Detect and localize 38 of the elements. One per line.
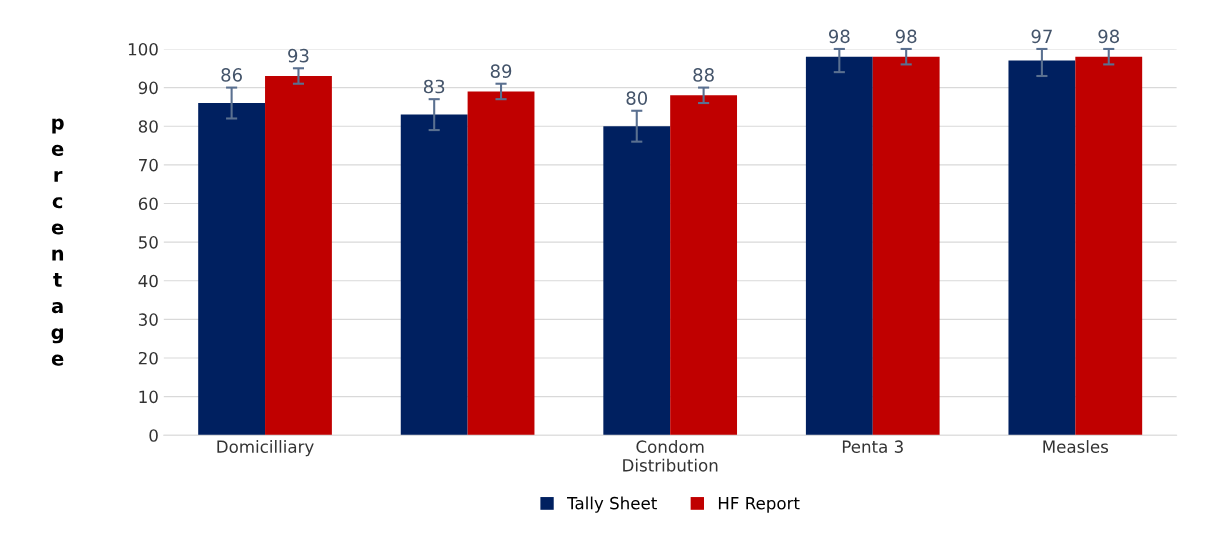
y-tick-label: 0 <box>149 429 158 442</box>
bar <box>467 91 535 436</box>
data-label: 89 <box>490 64 512 78</box>
data-label: 83 <box>423 79 445 94</box>
bar <box>1008 60 1076 436</box>
legend-label: HF Report <box>718 497 800 513</box>
y-tick-label: 30 <box>138 313 158 326</box>
text: percentage <box>51 118 64 366</box>
y-tick-label: 80 <box>138 120 158 133</box>
data-label: 93 <box>288 48 309 63</box>
x-tick-label: Penta 3 <box>842 440 903 453</box>
bar <box>1075 56 1143 436</box>
data-label: 98 <box>895 29 917 44</box>
bar <box>670 95 738 436</box>
y-tick-label: 50 <box>138 236 158 249</box>
y-tick-label: 70 <box>139 158 158 172</box>
bar <box>603 126 671 436</box>
y-tick-label: 60 <box>138 197 158 211</box>
data-label: 88 <box>693 68 714 82</box>
bar <box>400 114 468 436</box>
x-tick-label: Domicilliary <box>217 440 314 457</box>
legend-label: Tally Sheet <box>567 496 657 513</box>
bar <box>805 56 873 436</box>
y-tick-label: 20 <box>138 351 158 365</box>
data-label: 98 <box>828 29 850 44</box>
x-tick-label: Condom Distribution <box>623 440 718 472</box>
y-tick-label: 10 <box>139 390 158 404</box>
data-label: 86 <box>221 68 242 82</box>
y-tick-label: 100 <box>128 42 158 56</box>
data-label: 98 <box>1098 29 1119 44</box>
y-tick-label: 40 <box>138 274 158 288</box>
data-label: 97 <box>1031 29 1052 44</box>
bar <box>198 103 266 436</box>
data-label: 80 <box>626 91 648 105</box>
x-tick-label: Measles <box>1043 440 1109 453</box>
y-tick-label: 90 <box>138 81 158 95</box>
bar <box>265 76 332 436</box>
bar <box>872 56 940 436</box>
